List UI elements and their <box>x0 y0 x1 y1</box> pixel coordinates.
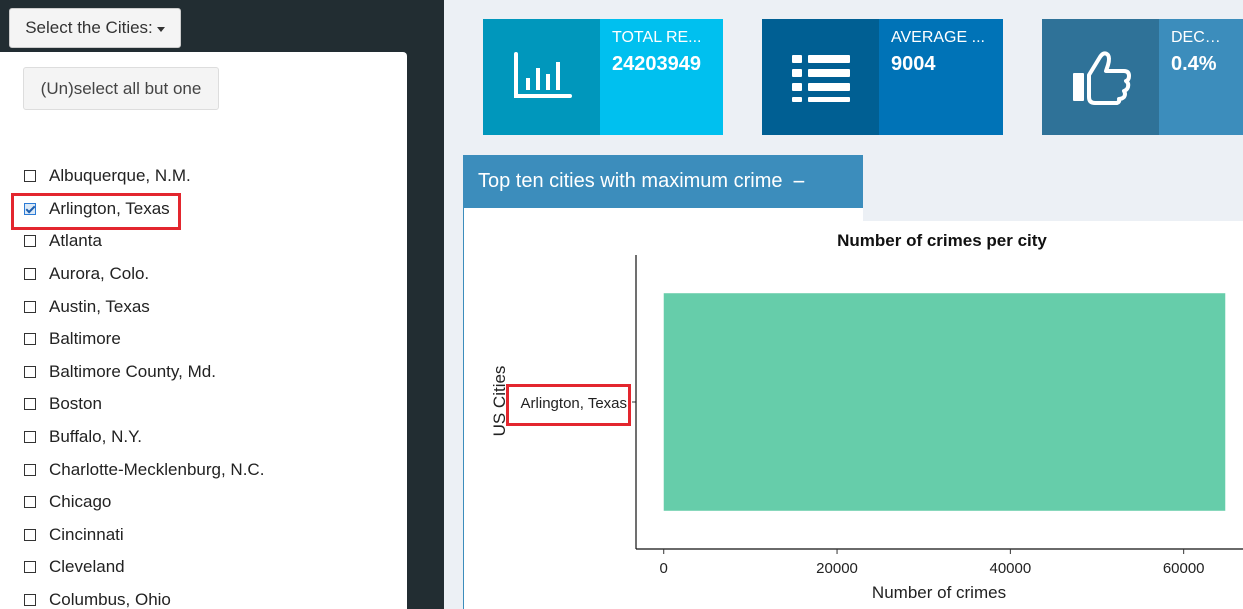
checkbox[interactable] <box>24 496 36 509</box>
checkbox[interactable] <box>24 300 36 313</box>
city-option[interactable]: Cleveland <box>0 551 407 584</box>
city-option[interactable]: Albuquerque, N.M. <box>0 160 407 193</box>
info-box-total: TOTAL RE... 24203949 <box>483 19 723 135</box>
collapse-button[interactable]: − <box>792 168 806 194</box>
checkbox-checked[interactable] <box>24 202 36 215</box>
thumbs-up-icon <box>1042 19 1159 135</box>
chart-panel-body: Number of crimes per city Arlington, Texa… <box>463 208 1243 609</box>
checkbox[interactable] <box>24 170 36 183</box>
unselect-all-button[interactable]: (Un)select all but one <box>23 67 219 110</box>
city-label: Cleveland <box>49 557 125 577</box>
panel-gap <box>863 208 1243 221</box>
info-box-title: AVERAGE ... <box>891 29 985 46</box>
select-cities-dropdown-button[interactable]: Select the Cities: <box>9 8 181 48</box>
bar-chart-icon <box>483 19 600 135</box>
checkbox[interactable] <box>24 235 36 248</box>
city-label: Cincinnati <box>49 524 124 544</box>
city-label: Columbus, Ohio <box>49 590 171 609</box>
crimes-bar-chart: Number of crimes per city Arlington, Texa… <box>490 231 1243 602</box>
x-axis-label: Number of crimes <box>872 583 1006 602</box>
city-option[interactable]: Boston <box>0 388 407 421</box>
caret-down-icon <box>156 27 165 32</box>
info-box-average: AVERAGE ... 9004 <box>762 19 1003 135</box>
info-box-content: DECREASE 0.4% <box>1159 19 1243 135</box>
checkbox[interactable] <box>24 463 36 476</box>
checkbox[interactable] <box>24 268 36 281</box>
info-box-value: 9004 <box>891 53 936 75</box>
city-label: Austin, Texas <box>49 296 150 316</box>
city-option[interactable]: Chicago <box>0 486 407 519</box>
city-label: Buffalo, N.Y. <box>49 427 142 447</box>
bar <box>663 293 1226 511</box>
city-option[interactable]: Buffalo, N.Y. <box>0 421 407 454</box>
info-box-content: TOTAL RE... 24203949 <box>600 19 723 135</box>
info-box-decrease: DECREASE 0.4% <box>1042 19 1243 135</box>
info-box-content: AVERAGE ... 9004 <box>879 19 1003 135</box>
city-option[interactable]: Atlanta <box>0 225 407 258</box>
info-box-value: 0.4% <box>1171 53 1217 75</box>
city-label: Albuquerque, N.M. <box>49 166 191 186</box>
city-option[interactable]: Aurora, Colo. <box>0 258 407 291</box>
panel-title: Top ten cities with maximum crime <box>478 170 783 192</box>
city-label: Boston <box>49 394 102 414</box>
checkbox[interactable] <box>24 528 36 541</box>
x-tick-label: 40000 <box>990 560 1032 577</box>
checkbox[interactable] <box>24 398 36 411</box>
city-label: Arlington, Texas <box>49 198 170 218</box>
cities-dropdown-menu: (Un)select all but one Albuquerque, N.M.… <box>0 52 407 609</box>
city-label: Baltimore County, Md. <box>49 361 216 381</box>
sidebar: Select the Cities: (Un)select all but on… <box>0 0 444 609</box>
city-label: Aurora, Colo. <box>49 264 150 284</box>
x-tick-label: 60000 <box>1163 560 1205 577</box>
city-option[interactable]: Cincinnati <box>0 519 407 552</box>
chart-panel-header: Top ten cities with maximum crime − <box>463 155 863 208</box>
checkbox[interactable] <box>24 594 36 607</box>
city-label: Baltimore <box>49 329 121 349</box>
city-label: Chicago <box>49 492 112 512</box>
city-option[interactable]: Arlington, Texas <box>0 193 407 226</box>
checkbox[interactable] <box>24 365 36 378</box>
list-icon <box>762 19 879 135</box>
city-label: Charlotte-Mecklenburg, N.C. <box>49 459 265 479</box>
city-label: Atlanta <box>49 231 102 251</box>
x-tick-label: 20000 <box>816 560 858 577</box>
city-option[interactable]: Baltimore <box>0 323 407 356</box>
checkbox[interactable] <box>24 431 36 444</box>
y-tick-label: Arlington, Texas <box>521 395 627 412</box>
select-cities-label: Select the Cities: <box>25 18 153 37</box>
chart-title: Number of crimes per city <box>837 231 1047 250</box>
x-tick-label: 0 <box>660 560 668 577</box>
info-box-title: TOTAL RE... <box>612 29 702 46</box>
city-option[interactable]: Austin, Texas <box>0 290 407 323</box>
checkbox[interactable] <box>24 561 36 574</box>
info-box-title: DECREASE <box>1171 29 1231 46</box>
city-option[interactable]: Charlotte-Mecklenburg, N.C. <box>0 453 407 486</box>
city-option[interactable]: Baltimore County, Md. <box>0 356 407 389</box>
checkbox[interactable] <box>24 333 36 346</box>
y-axis-label: US Cities <box>490 366 509 437</box>
city-checkbox-list: Albuquerque, N.M. Arlington, Texas Atlanta… <box>0 160 407 609</box>
info-box-value: 24203949 <box>612 53 701 75</box>
city-option[interactable]: Columbus, Ohio <box>0 584 407 609</box>
